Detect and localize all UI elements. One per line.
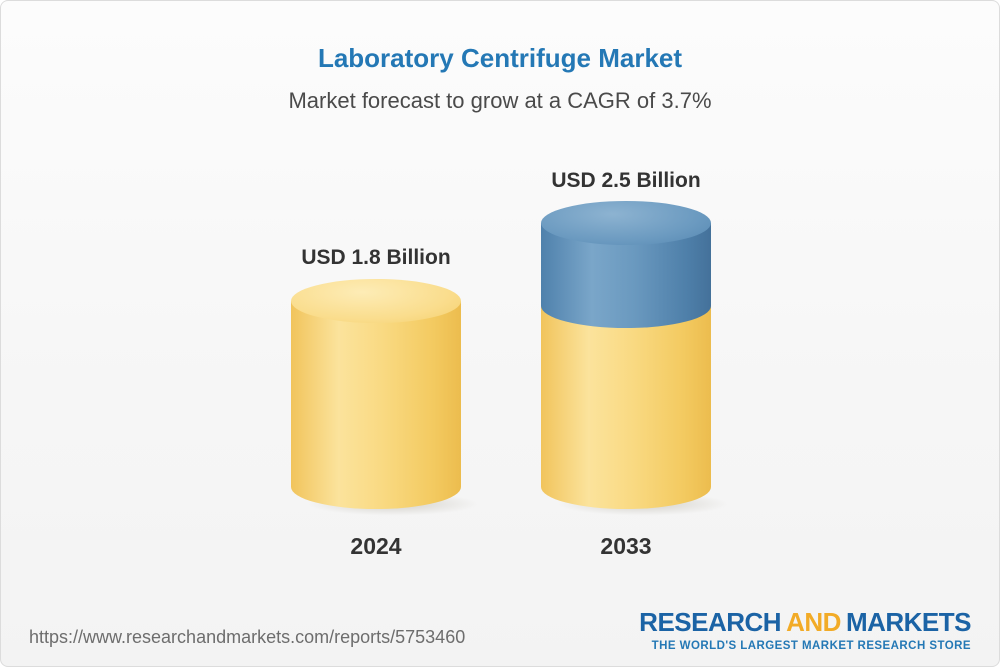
bar-cylinder-2024 [291,279,481,516]
logo-word-and: AND [786,607,841,637]
bar-2033-base-segment [541,306,711,509]
report-url: https://www.researchandmarkets.com/repor… [29,627,466,647]
bar-cylinder-2033 [541,201,731,516]
chart-title: Laboratory Centrifuge Market [317,43,683,73]
bar-2024-top-ellipse [291,279,461,323]
bar-2033-top-ellipse [541,201,711,245]
logo-tagline: THE WORLD'S LARGEST MARKET RESEARCH STOR… [651,640,971,652]
bar-2024-body [291,301,461,509]
value-label-2024: USD 1.8 Billion [301,246,451,269]
logo-word-research: RESEARCH [639,607,782,637]
value-label-2033: USD 2.5 Billion [551,169,701,192]
logo-wordmark: RESEARCH AND MARKETS [639,607,971,638]
chart-subtitle: Market forecast to grow at a CAGR of 3.7… [288,88,712,113]
researchandmarkets-logo: RESEARCH AND MARKETS THE WORLD'S LARGEST M… [639,607,971,652]
axis-label-2024: 2024 [350,533,402,559]
logo-word-markets: MARKETS [845,607,972,637]
axis-label-2033: 2033 [600,533,652,559]
